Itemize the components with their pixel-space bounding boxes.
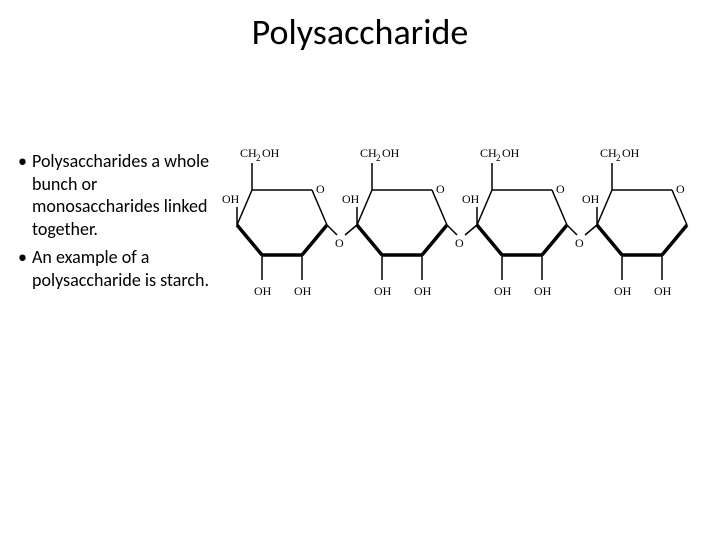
chem-structure-svg: O CH 2 OH OH OH OH: [222, 135, 720, 335]
slide: Polysaccharide Polysaccharides a whole b…: [0, 0, 720, 540]
slide-title: Polysaccharide: [0, 10, 720, 54]
body-text: Polysaccharides a whole bunch or monosac…: [18, 150, 218, 297]
bullet-list: Polysaccharides a whole bunch or monosac…: [18, 150, 218, 291]
bullet-item: Polysaccharides a whole bunch or monosac…: [18, 150, 218, 240]
polysaccharide-structure-diagram: O CH 2 OH OH OH OH: [222, 135, 720, 335]
bullet-item: An example of a polysaccharide is starch…: [18, 246, 218, 291]
